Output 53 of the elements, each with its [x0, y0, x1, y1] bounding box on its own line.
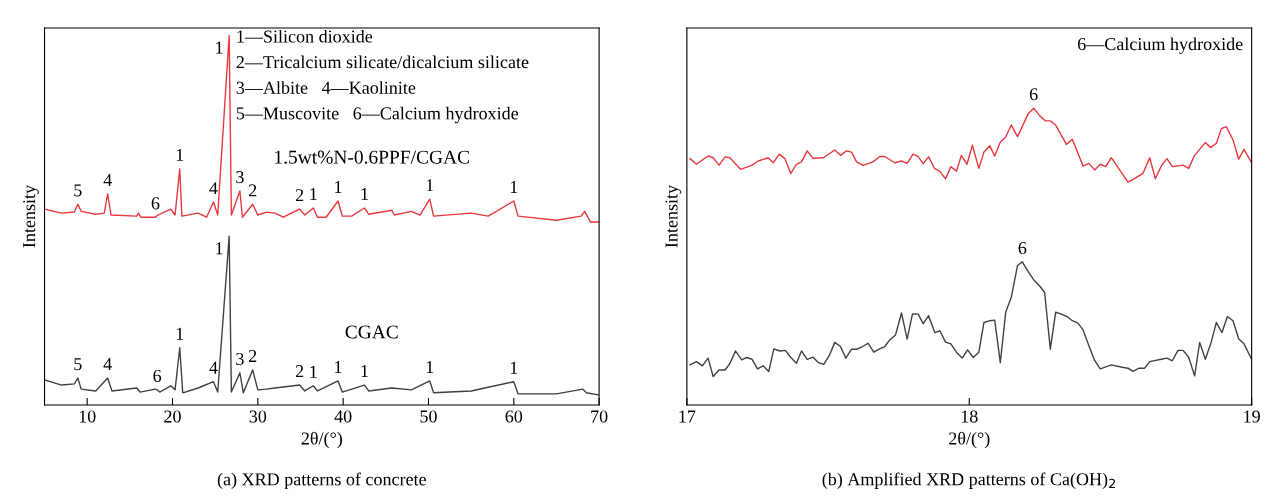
text: (b) Amplified XRD patterns of Ca(OH)$_{2}$ — [822, 472, 1116, 489]
y-axis-title: Intensity — [665, 184, 682, 248]
annotation: 5—Muscovite 6—Calcium hydroxide — [236, 106, 519, 124]
annotation: 1 — [216, 41, 223, 54]
annotation: 4 — [103, 358, 112, 371]
x-tick-label: 10 — [79, 410, 96, 423]
annotation: 3 — [236, 352, 244, 366]
annotation: 6 — [151, 197, 160, 210]
annotation: 2 — [248, 184, 257, 197]
x-tick-label: 17 — [679, 410, 696, 423]
annotation: 1 — [176, 148, 184, 161]
annotation: 1 — [510, 361, 518, 374]
x-axis-title: 2θ/(°) — [301, 431, 342, 449]
annotation: 3 — [236, 171, 244, 184]
annotation: 3—Albite 4—Kaolinite — [236, 81, 416, 94]
annotation: 1 — [426, 179, 434, 192]
annotation: 6 — [153, 369, 162, 383]
x-tick-label: 30 — [249, 410, 267, 423]
x-tick-label: 70 — [591, 410, 608, 423]
text: 1.5wt%N-0.6PPF/CGAC — [275, 150, 469, 164]
annotation: 1 — [335, 361, 342, 373]
annotation: 1 — [426, 361, 434, 373]
annotation: 4 — [209, 182, 218, 195]
x-tick-label: 20 — [164, 410, 181, 423]
x-tick-label: 18 — [961, 410, 978, 423]
annotation: 4 — [103, 174, 112, 186]
annotation: 1 — [335, 181, 342, 193]
annotation: 1 — [361, 365, 368, 378]
text: 6—Calcium hydroxide — [1077, 37, 1243, 54]
annotation: 6 — [1029, 88, 1038, 101]
annotation: 1 — [310, 365, 317, 378]
annotation: 1 — [310, 188, 317, 200]
annotation: 1 — [510, 181, 518, 193]
annotation: 1 — [176, 327, 184, 340]
x-tick-label: 40 — [334, 410, 352, 423]
annotation: 2—Tricalcium silicate/dicalcium silicate — [236, 55, 529, 69]
x-tick-label: 50 — [420, 410, 437, 423]
x-tick-label: 60 — [505, 410, 523, 423]
annotation: 5 — [74, 184, 82, 197]
text: CGAC — [345, 325, 398, 339]
annotation: 6 — [1018, 241, 1027, 255]
annotation: 1 — [361, 188, 368, 200]
annotation: 2 — [295, 365, 304, 378]
annotation: 5 — [74, 358, 82, 371]
x-tick-label: 19 — [1244, 410, 1260, 423]
annotation: 1—Silicon dioxide — [237, 29, 373, 43]
text: (a) XRD patterns of concrete — [217, 472, 426, 490]
annotation: 1 — [216, 242, 223, 255]
annotation: 2 — [295, 189, 304, 202]
annotation: 4 — [209, 361, 218, 374]
x-axis-title: 2θ/(°) — [949, 431, 990, 449]
y-axis-title: Intensity — [23, 184, 39, 248]
annotation: 2 — [248, 349, 257, 362]
